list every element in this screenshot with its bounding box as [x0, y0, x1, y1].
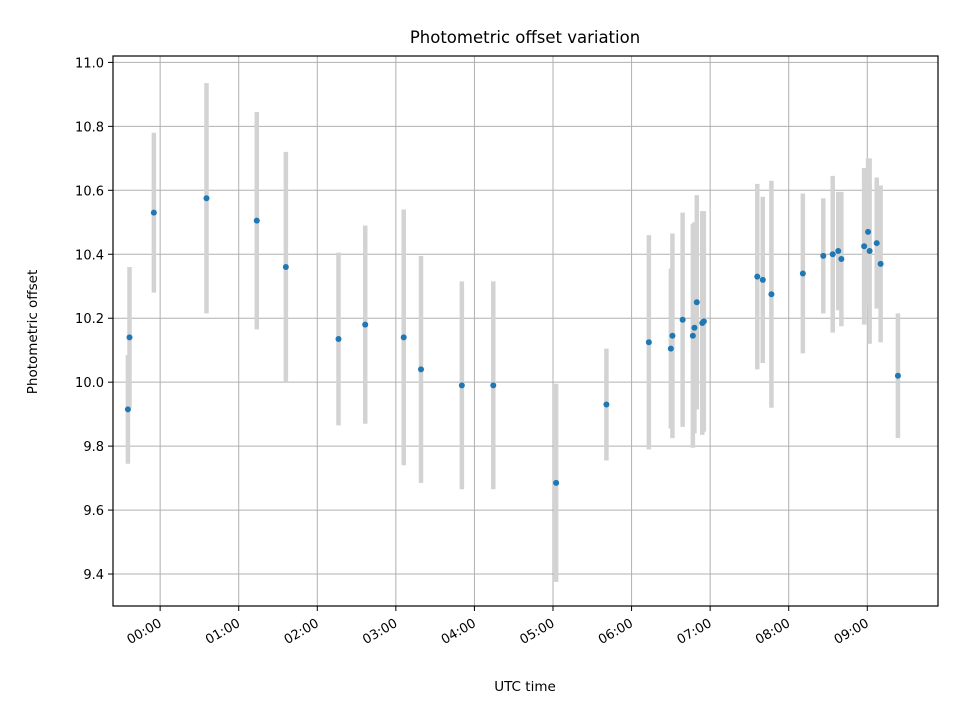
y-tick-label: 10.2 — [75, 312, 104, 327]
y-axis-label: Photometric offset — [25, 270, 41, 394]
data-point — [667, 345, 674, 352]
data-point — [282, 264, 289, 271]
data-point — [700, 318, 707, 325]
data-points — [124, 195, 901, 486]
y-tick-label: 9.8 — [83, 440, 104, 455]
data-point — [669, 332, 676, 339]
data-point — [759, 276, 766, 283]
x-axis-label: UTC time — [494, 679, 556, 695]
data-point — [458, 382, 465, 389]
data-point — [861, 243, 868, 250]
plot-frame — [112, 55, 939, 607]
data-point — [693, 299, 700, 306]
data-point — [894, 372, 901, 379]
data-point — [799, 270, 806, 277]
data-point — [645, 339, 652, 346]
data-point — [679, 316, 686, 323]
data-point — [835, 248, 842, 255]
data-point — [362, 321, 369, 328]
data-point — [689, 332, 696, 339]
data-point — [829, 251, 836, 258]
data-point — [335, 335, 342, 342]
data-point — [400, 334, 407, 341]
data-point — [126, 334, 133, 341]
data-point — [838, 256, 845, 263]
data-point — [873, 240, 880, 247]
data-point — [820, 252, 827, 259]
y-tick-label: 9.4 — [83, 568, 104, 583]
y-tick-label: 10.4 — [75, 248, 104, 263]
data-point — [253, 217, 260, 224]
data-point — [754, 273, 761, 280]
y-tick-label: 10.8 — [75, 120, 104, 135]
y-tick-label: 10.6 — [75, 184, 104, 199]
chart-title: Photometric offset variation — [410, 28, 640, 47]
y-tick-label: 11.0 — [75, 56, 104, 71]
data-point — [418, 366, 424, 373]
data-point — [866, 248, 873, 255]
data-point — [553, 479, 560, 486]
y-tick-label: 10.0 — [75, 376, 104, 391]
data-point — [877, 260, 884, 267]
data-point — [203, 195, 210, 202]
grid-lines — [113, 56, 938, 606]
data-point — [691, 324, 698, 331]
data-point — [150, 209, 157, 216]
data-point — [124, 406, 131, 413]
data-point — [490, 382, 497, 389]
data-point — [768, 291, 775, 298]
y-tick-label: 9.6 — [83, 504, 104, 519]
data-point — [603, 401, 610, 408]
data-point — [865, 228, 872, 235]
y-axis-ticks: 9.4 9.6 9.8 10.0 10.2 10.4 10.6 10.8 11.0 — [75, 56, 113, 583]
